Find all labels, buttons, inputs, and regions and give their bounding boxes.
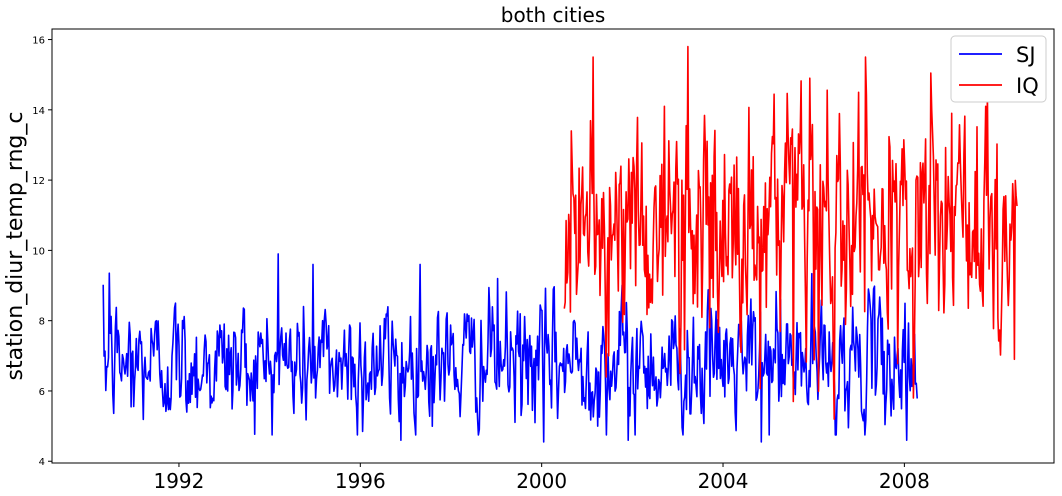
y-tick-label: 4 bbox=[39, 457, 45, 468]
series-layer bbox=[102, 45, 1018, 443]
x-axis-ticks: 1992 1996 2000 2004 2008 bbox=[153, 463, 930, 493]
x-tick-label: 2000 bbox=[516, 469, 567, 493]
legend-label-iq: IQ bbox=[1016, 74, 1039, 98]
y-tick-label: 10 bbox=[32, 246, 45, 257]
y-tick-label: 16 bbox=[32, 36, 45, 47]
legend: SJ IQ bbox=[950, 35, 1047, 103]
y-tick-label: 6 bbox=[39, 387, 45, 398]
series-line-iq bbox=[563, 45, 1018, 420]
plot-area: 1992 1996 2000 2004 2008 4 6 8 10 12 14 16 bbox=[32, 28, 1055, 493]
x-tick-label: 2004 bbox=[698, 469, 749, 493]
y-tick-label: 14 bbox=[32, 106, 45, 117]
x-tick-label: 1996 bbox=[335, 469, 386, 493]
legend-label-sj: SJ bbox=[1016, 43, 1036, 67]
y-axis-ticks: 4 6 8 10 12 14 16 bbox=[32, 36, 52, 468]
y-tick-label: 12 bbox=[32, 176, 45, 187]
plot-frame bbox=[51, 28, 1055, 464]
y-tick-label: 8 bbox=[39, 317, 45, 328]
x-tick-label: 2008 bbox=[879, 469, 930, 493]
chart-title: both cities bbox=[501, 3, 605, 27]
y-axis-label: station_diur_temp_rng_c bbox=[3, 112, 28, 381]
x-tick-label: 1992 bbox=[153, 469, 204, 493]
series-line-sj bbox=[102, 253, 918, 443]
